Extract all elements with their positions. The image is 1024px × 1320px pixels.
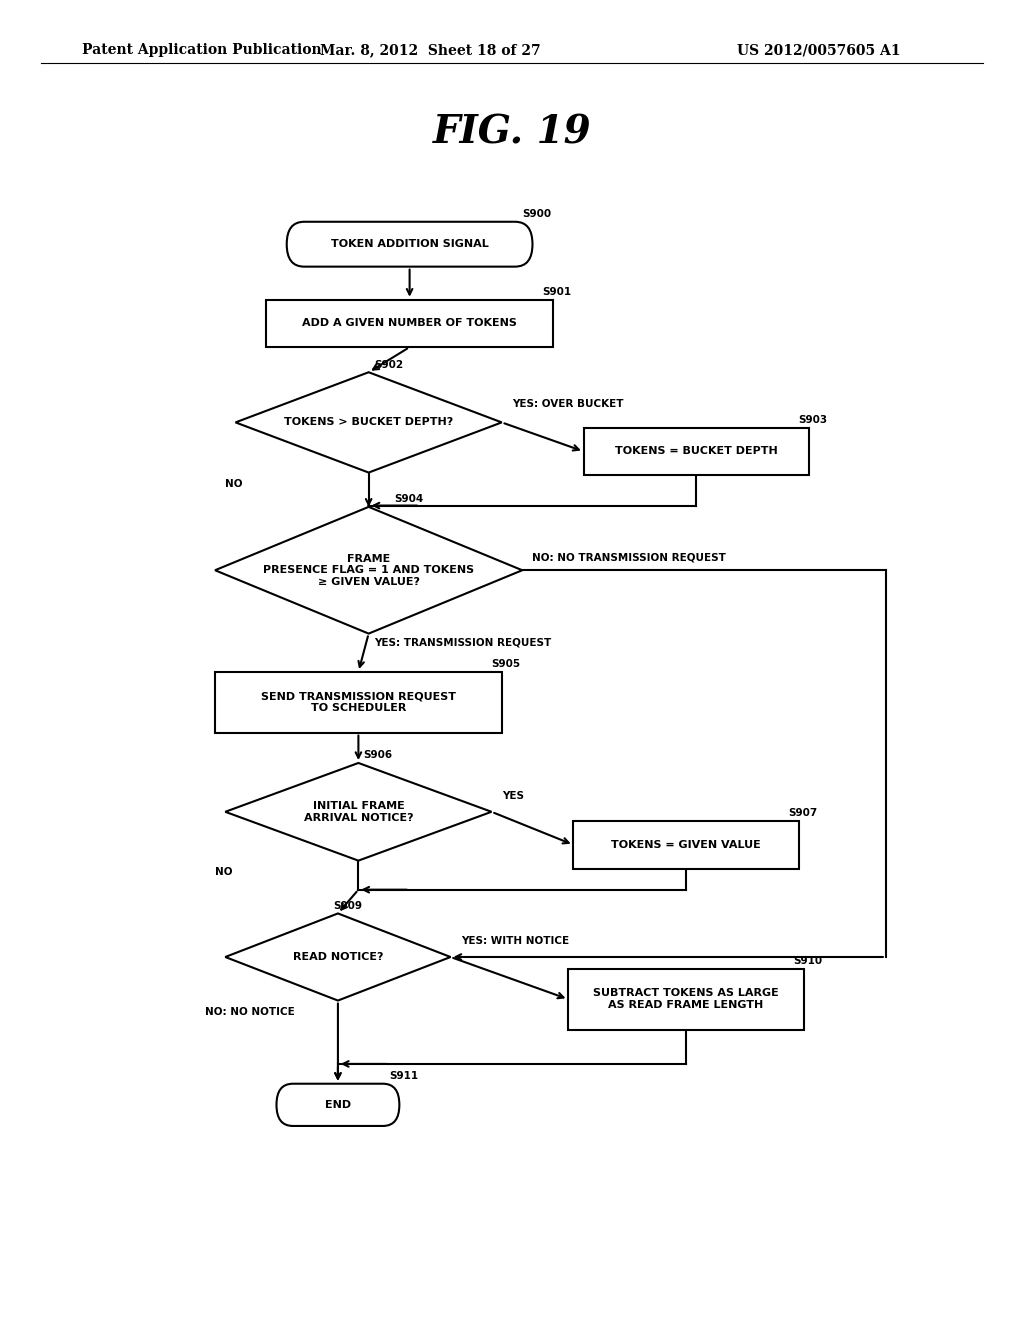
Text: S905: S905 bbox=[492, 659, 520, 669]
Bar bbox=[215, 672, 502, 733]
Text: Patent Application Publication: Patent Application Publication bbox=[82, 44, 322, 57]
Text: TOKENS = BUCKET DEPTH: TOKENS = BUCKET DEPTH bbox=[615, 446, 777, 457]
Text: US 2012/0057605 A1: US 2012/0057605 A1 bbox=[737, 44, 901, 57]
Bar bbox=[266, 300, 553, 347]
Text: S902: S902 bbox=[374, 359, 402, 370]
Text: S907: S907 bbox=[788, 808, 818, 818]
Bar bbox=[568, 969, 804, 1030]
Text: FIG. 19: FIG. 19 bbox=[433, 114, 591, 150]
Text: YES: WITH NOTICE: YES: WITH NOTICE bbox=[461, 936, 569, 946]
Text: YES: TRANSMISSION REQUEST: YES: TRANSMISSION REQUEST bbox=[374, 638, 551, 648]
Text: S906: S906 bbox=[364, 750, 392, 760]
Text: S900: S900 bbox=[522, 209, 551, 219]
Text: S901: S901 bbox=[543, 286, 571, 297]
Text: TOKENS = GIVEN VALUE: TOKENS = GIVEN VALUE bbox=[611, 840, 761, 850]
Text: FRAME
PRESENCE FLAG = 1 AND TOKENS
≥ GIVEN VALUE?: FRAME PRESENCE FLAG = 1 AND TOKENS ≥ GIV… bbox=[263, 553, 474, 587]
Text: NO: NO TRANSMISSION REQUEST: NO: NO TRANSMISSION REQUEST bbox=[532, 552, 726, 562]
Text: NO: NO NOTICE: NO: NO NOTICE bbox=[205, 1007, 295, 1018]
Text: NO: NO bbox=[225, 479, 243, 490]
Text: END: END bbox=[325, 1100, 351, 1110]
FancyBboxPatch shape bbox=[276, 1084, 399, 1126]
Text: INITIAL FRAME
ARRIVAL NOTICE?: INITIAL FRAME ARRIVAL NOTICE? bbox=[303, 801, 414, 822]
Polygon shape bbox=[225, 913, 451, 1001]
Text: READ NOTICE?: READ NOTICE? bbox=[293, 952, 383, 962]
Polygon shape bbox=[225, 763, 492, 861]
Text: NO: NO bbox=[215, 867, 232, 878]
Bar bbox=[584, 428, 809, 475]
Text: SUBTRACT TOKENS AS LARGE
AS READ FRAME LENGTH: SUBTRACT TOKENS AS LARGE AS READ FRAME L… bbox=[593, 989, 779, 1010]
Polygon shape bbox=[215, 507, 522, 634]
Text: SEND TRANSMISSION REQUEST
TO SCHEDULER: SEND TRANSMISSION REQUEST TO SCHEDULER bbox=[261, 692, 456, 713]
Text: Mar. 8, 2012  Sheet 18 of 27: Mar. 8, 2012 Sheet 18 of 27 bbox=[319, 44, 541, 57]
Text: YES: OVER BUCKET: YES: OVER BUCKET bbox=[512, 399, 624, 409]
Text: ADD A GIVEN NUMBER OF TOKENS: ADD A GIVEN NUMBER OF TOKENS bbox=[302, 318, 517, 329]
Text: S909: S909 bbox=[333, 900, 361, 911]
FancyBboxPatch shape bbox=[287, 222, 532, 267]
Text: TOKENS > BUCKET DEPTH?: TOKENS > BUCKET DEPTH? bbox=[284, 417, 454, 428]
Polygon shape bbox=[236, 372, 502, 473]
Text: TOKEN ADDITION SIGNAL: TOKEN ADDITION SIGNAL bbox=[331, 239, 488, 249]
Text: YES: YES bbox=[502, 791, 523, 801]
Bar bbox=[573, 821, 799, 869]
Text: S910: S910 bbox=[794, 956, 822, 966]
Text: S904: S904 bbox=[394, 494, 424, 504]
Text: S911: S911 bbox=[389, 1071, 418, 1081]
Text: S903: S903 bbox=[799, 414, 827, 425]
